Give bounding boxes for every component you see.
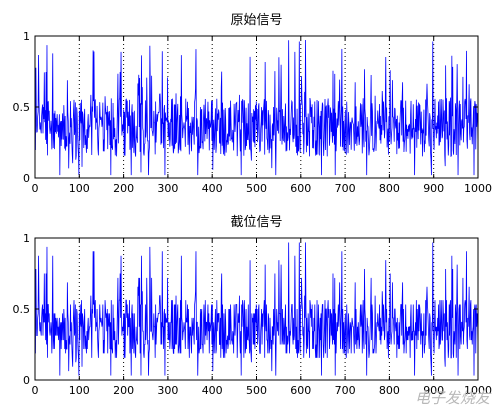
x-tick-label: 200: [113, 182, 134, 195]
x-tick-label: 300: [157, 182, 178, 195]
x-tick-label: 300: [157, 384, 178, 397]
subplot-2: 截位信号 0 100 200 300 400 500 600 700 800 900 1000 0 0.5…: [13, 215, 493, 397]
x-tick-label: 500: [246, 384, 267, 397]
x-tick-label: 900: [423, 384, 444, 397]
x-tick-label: 700: [335, 384, 356, 397]
y-tick-label: 0: [23, 374, 30, 387]
x-tick-label: 800: [379, 384, 400, 397]
x-tick-label: 400: [202, 384, 223, 397]
y-tick-label: 0.5: [13, 303, 31, 316]
subplot-1: 原始信号 0 100 200 300 400 500 600 700 800 900 1000 0 0.5…: [13, 13, 493, 195]
y-tick-label: 0: [23, 172, 30, 185]
series-line: [34, 242, 479, 376]
chart-title: 原始信号: [230, 13, 282, 28]
x-tick-label: 900: [423, 182, 444, 195]
x-tick-label: 700: [335, 182, 356, 195]
x-tick-label: 500: [246, 182, 267, 195]
y-tick-label: 1: [23, 232, 30, 245]
y-tick-label: 1: [23, 30, 30, 43]
chart-title: 截位信号: [230, 215, 282, 230]
x-tick-label: 0: [32, 182, 39, 195]
x-tick-label: 1000: [464, 182, 492, 195]
x-tick-label: 100: [69, 182, 90, 195]
x-tick-label: 400: [202, 182, 223, 195]
x-tick-label: 0: [32, 384, 39, 397]
x-tick-label: 800: [379, 182, 400, 195]
x-tick-label: 200: [113, 384, 134, 397]
x-tick-label: 1000: [464, 384, 492, 397]
watermark-text: 电子发烧友: [414, 389, 490, 407]
series-line: [34, 39, 479, 176]
y-tick-label: 0.5: [13, 101, 31, 114]
x-tick-label: 100: [69, 384, 90, 397]
x-tick-label: 600: [290, 182, 311, 195]
x-tick-label: 600: [290, 384, 311, 397]
